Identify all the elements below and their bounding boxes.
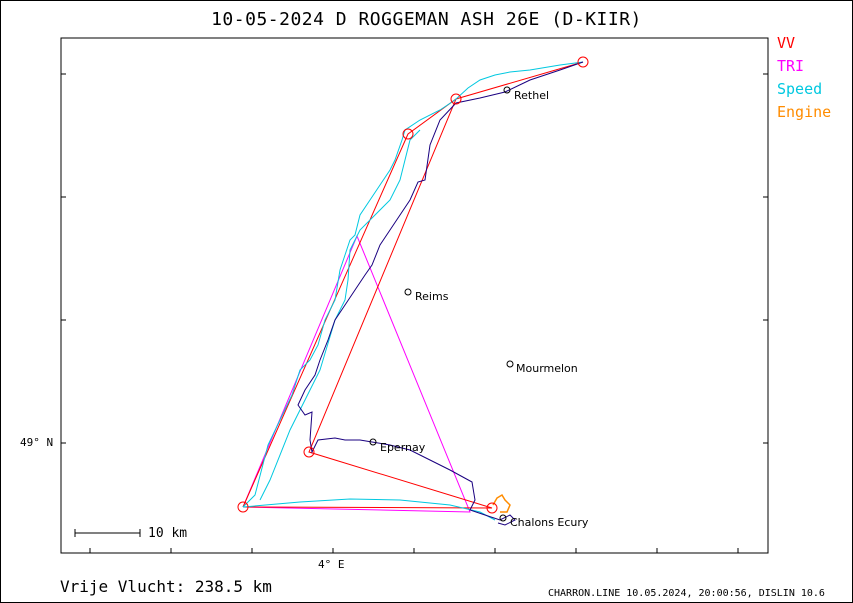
- city-label-rethel: Rethel: [514, 89, 550, 102]
- footer-stamp: CHARRON.LINE 10.05.2024, 20:00:56, DISLI…: [548, 588, 825, 599]
- city-marker-reims: [404, 288, 412, 296]
- city-marker-chalons: [499, 514, 507, 522]
- city-markers: [369, 86, 514, 522]
- speed-track-west: [259, 129, 421, 501]
- legend-speed: Speed: [777, 80, 823, 98]
- triangle-route: [242, 234, 471, 513]
- legend-vv: VV: [777, 34, 796, 52]
- free-flight-distance: Vrije Vlucht: 238.5 km: [60, 577, 272, 596]
- turnpoints: [237, 56, 589, 514]
- city-label-chalons: Chalons Ecury: [510, 516, 589, 529]
- engine-track: [492, 493, 511, 513]
- legend-tri: TRI: [777, 57, 805, 75]
- task-route: [242, 61, 584, 509]
- lon-label: 4° E: [318, 558, 345, 571]
- city-label-mourmelon: Mourmelon: [516, 362, 578, 375]
- turnpoint: [486, 502, 498, 514]
- turnpoint: [303, 446, 315, 458]
- speed-track-return: [242, 498, 496, 521]
- turnpoint: [450, 93, 462, 105]
- speed-track: [242, 61, 584, 508]
- city-marker-epernay: [369, 438, 377, 446]
- turnpoint: [577, 56, 589, 68]
- scale-label: 10 km: [148, 526, 188, 541]
- turnpoint: [237, 501, 249, 513]
- flight-track: [297, 61, 584, 526]
- legend-engine: Engine: [777, 103, 832, 121]
- axis-ticks: [61, 73, 768, 553]
- city-label-epernay: Epernay: [380, 441, 426, 454]
- page-title: 10-05-2024 D ROGGEMAN ASH 26E (D-KIIR): [211, 9, 642, 30]
- scale-bar: [74, 529, 141, 537]
- turnpoint: [402, 128, 414, 140]
- city-marker-mourmelon: [506, 360, 514, 368]
- city-label-reims: Reims: [415, 290, 449, 303]
- lat-label: 49° N: [20, 436, 54, 449]
- city-marker-rethel: [503, 86, 511, 94]
